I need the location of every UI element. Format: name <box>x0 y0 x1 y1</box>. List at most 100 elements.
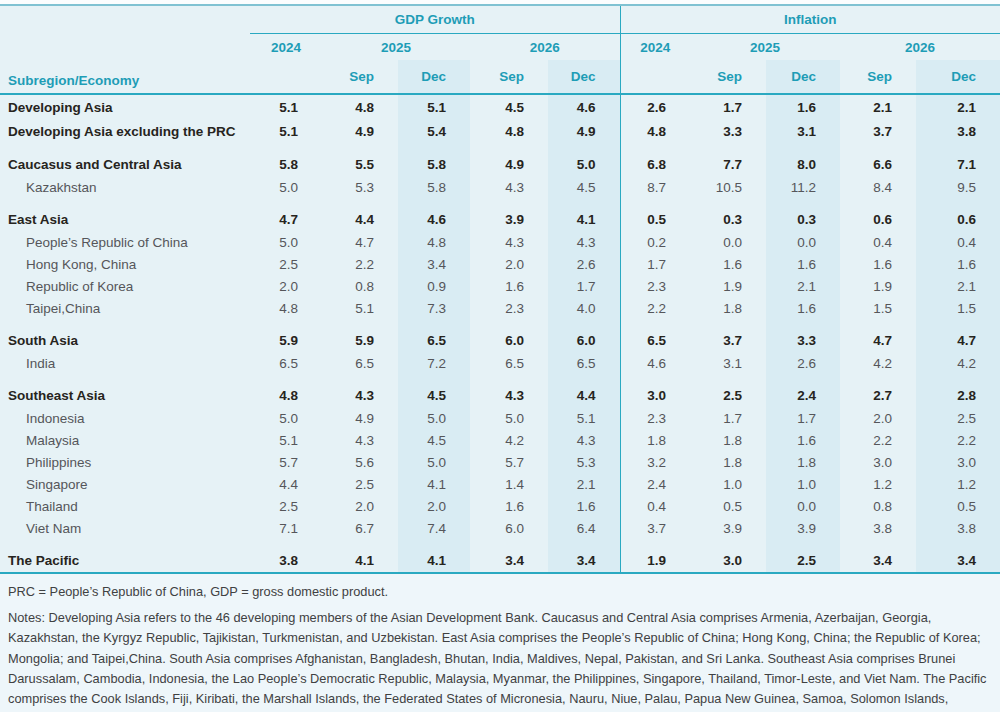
gdp-2026-dec-header: Dec <box>548 60 620 94</box>
spacer-cell <box>690 539 766 548</box>
gdp-value-cell: 1.7 <box>548 275 620 297</box>
inflation-value-cell: 1.0 <box>766 473 840 495</box>
inflation-value-cell: 4.2 <box>840 352 916 374</box>
abbreviations-note: PRC = People’s Republic of China, GDP = … <box>8 582 988 602</box>
economy-label: Southeast Asia <box>0 383 250 407</box>
inflation-value-cell: 0.5 <box>916 495 1000 517</box>
gdp-value-cell: 5.9 <box>322 328 398 352</box>
inflation-year-2024: 2024 <box>620 34 690 61</box>
spacer-cell <box>840 539 916 548</box>
inflation-value-cell: 1.8 <box>690 429 766 451</box>
inflation-value-cell: 0.5 <box>620 207 690 231</box>
inflation-value-cell: 0.3 <box>690 207 766 231</box>
gdp-value-cell: 6.0 <box>470 328 548 352</box>
gdp-value-cell: 4.1 <box>322 548 398 572</box>
definition-notes: Notes: Developing Asia refers to the 46 … <box>8 608 988 712</box>
gdp-value-cell: 4.1 <box>398 548 470 572</box>
gdp-value-cell: 2.0 <box>250 275 322 297</box>
spacer-cell <box>322 374 398 383</box>
spacer-cell <box>916 143 1000 152</box>
rule-cell <box>470 572 548 573</box>
gdp-value-cell: 4.8 <box>250 383 322 407</box>
inflation-value-cell: 2.5 <box>690 383 766 407</box>
gdp-value-cell: 4.8 <box>398 231 470 253</box>
economy-label: Thailand <box>0 495 250 517</box>
gdp-value-cell: 6.5 <box>250 352 322 374</box>
economy-label: Kazakhstan <box>0 176 250 198</box>
gdp-value-cell: 4.9 <box>548 119 620 143</box>
gdp-value-cell: 2.0 <box>322 495 398 517</box>
inflation-value-cell: 0.0 <box>766 231 840 253</box>
spacer-cell <box>0 319 250 328</box>
years-header-row: 2024 2025 2026 2024 2025 2026 <box>0 34 1000 61</box>
gdp-value-cell: 5.1 <box>250 94 322 119</box>
gdp-value-cell: 4.4 <box>322 207 398 231</box>
gdp-value-cell: 4.9 <box>470 152 548 176</box>
rule-cell <box>620 572 690 573</box>
table-row: Malaysia5.14.34.54.24.31.81.81.62.22.2 <box>0 429 1000 451</box>
inflation-value-cell: 3.7 <box>840 119 916 143</box>
economy-label: Caucasus and Central Asia <box>0 152 250 176</box>
gdp-value-cell: 0.8 <box>322 275 398 297</box>
inflation-value-cell: 6.8 <box>620 152 690 176</box>
table-row: Thailand2.52.02.01.61.60.40.50.00.80.5 <box>0 495 1000 517</box>
gdp-value-cell: 4.5 <box>398 383 470 407</box>
gdp-value-cell: 4.0 <box>548 297 620 319</box>
gdp-value-cell: 5.0 <box>250 176 322 198</box>
spacer-cell <box>690 319 766 328</box>
gdp-value-cell: 1.4 <box>470 473 548 495</box>
inflation-value-cell: 1.7 <box>690 94 766 119</box>
gdp-value-cell: 5.0 <box>398 451 470 473</box>
spacer-cell <box>250 143 322 152</box>
gdp-value-cell: 6.5 <box>398 328 470 352</box>
gdp-value-cell: 7.2 <box>398 352 470 374</box>
gdp-value-cell: 1.6 <box>548 495 620 517</box>
economy-label: Hong Kong, China <box>0 253 250 275</box>
gdp-value-cell: 4.1 <box>398 473 470 495</box>
inflation-value-cell: 2.4 <box>766 383 840 407</box>
inflation-value-cell: 0.6 <box>916 207 1000 231</box>
gdp-value-cell: 5.0 <box>398 407 470 429</box>
gdp-value-cell: 2.0 <box>470 253 548 275</box>
inflation-year-2026: 2026 <box>840 34 1000 61</box>
inflation-value-cell: 1.7 <box>766 407 840 429</box>
section-spacer-row <box>0 539 1000 548</box>
inflation-value-cell: 8.7 <box>620 176 690 198</box>
inflation-year-2025: 2025 <box>690 34 840 61</box>
inflation-value-cell: 1.6 <box>840 253 916 275</box>
forecast-month-header-row: Subregion/Economy Sep Dec Sep Dec Sep De… <box>0 60 1000 94</box>
inflation-value-cell: 2.8 <box>916 383 1000 407</box>
gdp-value-cell: 6.0 <box>470 517 548 539</box>
spacer-cell <box>548 143 620 152</box>
gdp-value-cell: 4.5 <box>398 429 470 451</box>
spacer-cell <box>620 319 690 328</box>
gdp-value-cell: 6.5 <box>548 352 620 374</box>
inflation-value-cell: 1.9 <box>840 275 916 297</box>
spacer-cell <box>322 319 398 328</box>
inflation-value-cell: 1.6 <box>766 253 840 275</box>
economy-label: The Pacific <box>0 548 250 572</box>
gdp-value-cell: 5.3 <box>548 451 620 473</box>
table-row: Developing Asia excluding the PRC5.14.95… <box>0 119 1000 143</box>
inflation-value-cell: 1.6 <box>766 429 840 451</box>
inflation-value-cell: 2.5 <box>766 548 840 572</box>
forecast-table: GDP Growth Inflation 2024 2025 2026 2024… <box>0 6 1000 574</box>
gdp-value-cell: 2.5 <box>250 253 322 275</box>
spacer-cell <box>840 143 916 152</box>
inflation-value-cell: 2.1 <box>766 275 840 297</box>
inflation-value-cell: 2.4 <box>620 473 690 495</box>
inflation-value-cell: 2.5 <box>916 407 1000 429</box>
spacer-cell <box>398 143 470 152</box>
inflation-value-cell: 11.2 <box>766 176 840 198</box>
spacer-cell <box>916 539 1000 548</box>
gdp-value-cell: 5.1 <box>548 407 620 429</box>
row-header-label: Subregion/Economy <box>0 60 250 94</box>
spacer-cell <box>398 374 470 383</box>
gdp-value-cell: 5.9 <box>250 328 322 352</box>
spacer-cell <box>322 539 398 548</box>
gdp-value-cell: 5.6 <box>322 451 398 473</box>
inflation-value-cell: 0.4 <box>840 231 916 253</box>
table-row: People’s Republic of China5.04.74.84.34.… <box>0 231 1000 253</box>
inflation-value-cell: 2.2 <box>916 429 1000 451</box>
gdp-value-cell: 5.0 <box>250 231 322 253</box>
